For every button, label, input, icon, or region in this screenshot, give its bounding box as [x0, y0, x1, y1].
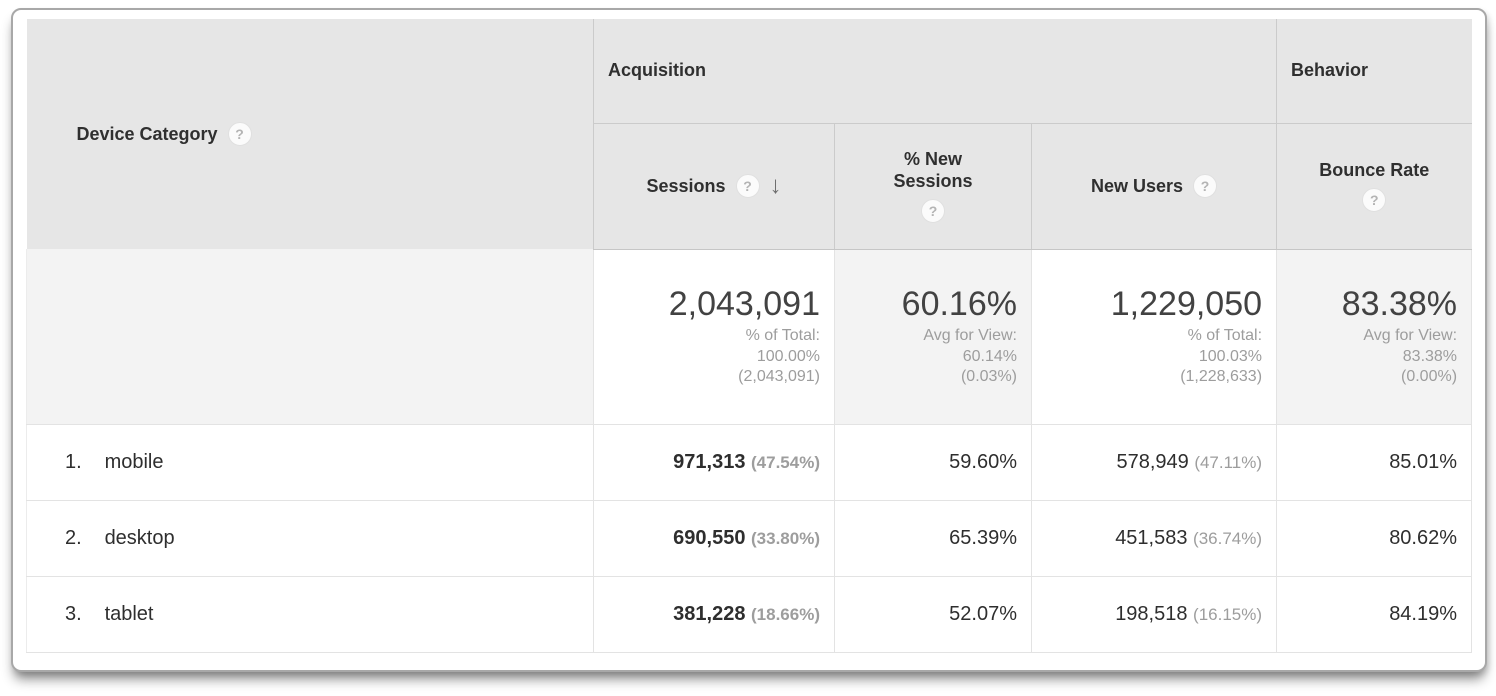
help-icon[interactable]: ? [1193, 174, 1218, 198]
percent-new-sessions-cell: 65.39% [834, 500, 1032, 577]
totals-percent-new-sessions-cell: 60.16% Avg for View: 60.14% (0.03%) [834, 249, 1032, 425]
bounce-rate-total-note: Avg for View: 83.38% (0.00%) [1363, 326, 1458, 386]
bounce-rate-column-header[interactable]: Bounce Rate ? [1276, 123, 1472, 250]
device-category-link[interactable]: desktop [104, 526, 175, 549]
percent-new-sessions-label: % New Sessions [893, 148, 973, 191]
row-index: 2. [65, 526, 82, 549]
bounce-rate-cell: 80.62% [1276, 500, 1473, 577]
row-index: 1. [65, 450, 82, 473]
percent-new-sessions-total-value: 60.16% [901, 284, 1017, 323]
bounce-rate-label: Bounce Rate [1319, 159, 1430, 180]
percent-new-sessions-cell: 52.07% [834, 576, 1032, 653]
sort-descending-icon[interactable]: ↓ [769, 172, 782, 199]
dimension-cell: 1. mobile [26, 424, 594, 501]
dimension-cell: 3. tablet [26, 576, 594, 653]
new-users-share: (36.74%) [1193, 528, 1263, 548]
row-index: 3. [65, 602, 82, 625]
totals-bounce-rate-cell: 83.38% Avg for View: 83.38% (0.00%) [1276, 249, 1473, 425]
bounce-rate-total-value: 83.38% [1341, 284, 1458, 323]
percent-new-sessions-total-note: Avg for View: 60.14% (0.03%) [923, 326, 1017, 386]
totals-new-users-cell: 1,229,050 % of Total: 100.03% (1,228,633… [1030, 249, 1277, 425]
new-users-column-header[interactable]: New Users ? [1030, 123, 1277, 250]
sessions-total-note: % of Total: 100.00% (2,043,091) [738, 326, 820, 386]
new-users-cell: 198,518 (16.15%) [1030, 576, 1277, 653]
sessions-cell: 971,313 (47.54%) [593, 424, 835, 501]
new-users-total-note: % of Total: 100.03% (1,228,633) [1180, 326, 1263, 386]
percent-new-sessions-column-header[interactable]: % New Sessions ? [834, 123, 1032, 250]
sessions-share: (33.80%) [751, 528, 820, 548]
help-icon[interactable]: ? [1362, 188, 1387, 213]
device-category-link[interactable]: mobile [104, 450, 164, 473]
sessions-total-value: 2,043,091 [668, 284, 820, 323]
table-row-desktop: 2. desktop 690,550 (33.80%) 65.39% 451,5… [26, 500, 1473, 577]
totals-sessions-cell: 2,043,091 % of Total: 100.00% (2,043,091… [593, 249, 835, 425]
device-category-column-header[interactable]: Device Category ? [26, 19, 594, 249]
sessions-label: Sessions [646, 175, 726, 196]
bounce-rate-cell: 84.19% [1276, 576, 1473, 653]
sessions-share: (47.54%) [751, 452, 820, 472]
sessions-cell: 690,550 (33.80%) [593, 500, 835, 577]
screenshot-frame: Device Category ? Acquisition Behavior S… [11, 8, 1487, 672]
sessions-cell: 381,228 (18.66%) [593, 576, 835, 653]
new-users-total-value: 1,229,050 [1110, 284, 1263, 323]
device-category-link[interactable]: tablet [104, 602, 154, 625]
table-row-mobile: 1. mobile 971,313 (47.54%) 59.60% 578,94… [26, 424, 1473, 501]
help-icon[interactable]: ? [921, 199, 945, 224]
help-icon[interactable]: ? [735, 174, 760, 198]
sessions-column-header[interactable]: Sessions ? ↓ [593, 123, 835, 250]
new-users-cell: 578,949 (47.11%) [1030, 424, 1277, 501]
acquisition-group-label: Acquisition [608, 60, 706, 81]
device-category-label: Device Category [76, 123, 218, 144]
acquisition-group-header: Acquisition [592, 19, 1277, 124]
totals-row: 2,043,091 % of Total: 100.00% (2,043,091… [26, 249, 1473, 425]
percent-new-sessions-cell: 59.60% [834, 424, 1032, 501]
behavior-group-label: Behavior [1291, 60, 1369, 81]
new-users-cell: 451,583 (36.74%) [1030, 500, 1277, 577]
help-icon[interactable]: ? [227, 122, 252, 146]
table-row-tablet: 3. tablet 381,228 (18.66%) 52.07% 198,51… [26, 576, 1473, 653]
dimension-cell: 2. desktop [26, 500, 594, 577]
new-users-label: New Users [1090, 175, 1184, 196]
metric-header-row: Sessions ? ↓ % New Sessions ? New Users … [27, 123, 1472, 250]
new-users-share: (16.15%) [1193, 604, 1263, 624]
sessions-share: (18.66%) [751, 604, 820, 624]
new-users-share: (47.11%) [1194, 452, 1263, 472]
group-header-row: Device Category ? Acquisition Behavior [26, 19, 1472, 249]
bounce-rate-cell: 85.01% [1276, 424, 1473, 501]
analytics-data-table: Device Category ? Acquisition Behavior S… [26, 19, 1473, 653]
totals-dimension-cell [26, 249, 594, 425]
behavior-group-header: Behavior [1276, 19, 1472, 124]
